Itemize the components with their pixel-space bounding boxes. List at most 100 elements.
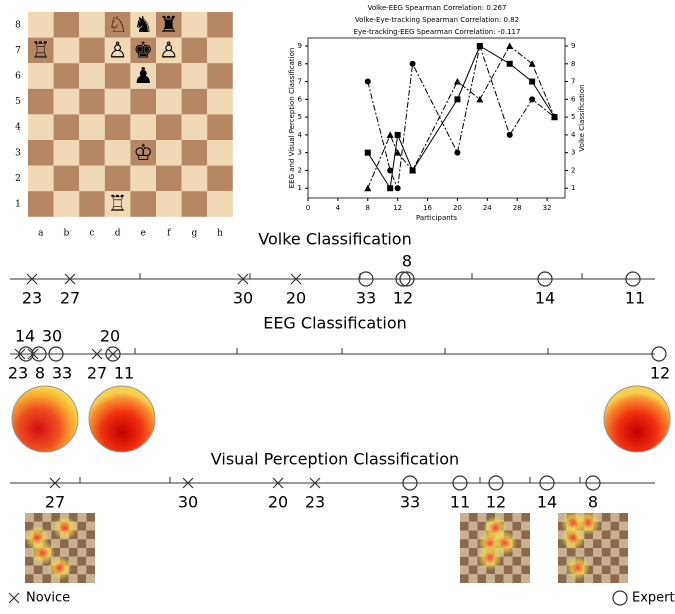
participant-label: 12 [650,364,670,383]
board-square [156,165,182,192]
y-tick-label: 6 [298,95,303,103]
board-square [156,191,182,217]
y-tick-label: 3 [298,149,302,157]
file-label: b [64,229,70,239]
board-square [53,63,80,89]
mini-square [86,548,95,557]
board-square [53,165,80,192]
marker [454,149,461,156]
rank-label: 2 [15,174,21,184]
board-square [28,37,54,64]
participant-marker [625,271,641,287]
mini-square [42,521,52,531]
mini-square [68,513,78,522]
y2-tick-label: 6 [571,95,576,103]
mini-square [593,574,602,583]
board-square [130,165,156,192]
board-square [156,114,182,140]
mini-square [477,513,487,522]
mini-square [512,521,522,531]
x-tick-label: 16 [423,204,432,212]
number-line-title: Visual Perception Classification [211,450,459,469]
mini-square [619,556,628,566]
participant-marker [537,271,553,287]
mini-square [593,565,602,575]
mini-square [601,539,611,548]
topomap [603,385,671,453]
participant-marker [182,477,194,489]
chess-piece: ♖ [108,192,128,217]
x-tick-label: 20 [453,204,462,212]
participant-marker [48,346,64,362]
marker [364,149,371,156]
mini-square [521,539,530,548]
marker [476,43,483,49]
mini-square [460,548,469,557]
mini-square [460,539,469,548]
y-axis-label: EEG and Visual Perception Classification [288,48,296,189]
mini-square [68,548,78,557]
board-square [207,114,233,140]
mini-square [468,574,478,583]
mini-square [468,548,478,557]
marker [453,78,461,85]
file-label: a [38,229,44,239]
board-square [207,37,233,64]
y2-tick-label: 5 [571,113,575,121]
mini-square [601,521,611,531]
mini-square [584,548,593,557]
mini-square [77,513,87,522]
participant-marker [290,273,302,285]
mini-square [51,513,60,522]
participant-marker [237,273,249,285]
mini-square [86,539,95,548]
marker [529,96,536,103]
board-square [207,191,233,217]
participant-marker [452,475,468,491]
mini-square [460,530,469,540]
rank-label: 6 [15,72,21,82]
y-tick-label: 8 [298,60,302,68]
marker [506,60,513,67]
board-square [181,191,208,217]
x-tick-label: 12 [393,204,402,212]
mini-square [77,574,87,583]
mini-square [503,521,513,531]
mini-square [495,565,504,575]
mini-square [512,574,522,583]
mini-square [584,539,593,548]
chess-piece: ♘ [108,13,128,38]
participant-label: 20 [100,327,120,346]
chess-piece: ♙ [159,38,179,63]
mini-square [503,513,513,522]
board-square [104,12,131,38]
mini-square [619,513,628,522]
participant-label: 30 [178,493,198,512]
board-square [207,12,233,38]
participant-marker [91,348,103,360]
marker [528,60,536,67]
topomap [11,385,79,453]
mini-square [503,565,513,575]
mini-square [558,556,567,566]
mini-square [521,548,530,557]
x-tick-label: 32 [543,204,552,212]
participant-marker [49,477,61,489]
mini-square [25,556,34,566]
participant-marker [395,271,411,287]
board-square [79,88,105,115]
board-square [104,88,131,115]
mini-square [610,530,620,540]
mini-square [512,530,522,540]
mini-square [593,530,602,540]
y2-tick-label: 4 [571,131,576,139]
y-tick-label: 1 [298,184,302,192]
mini-square [610,548,620,557]
board-square [207,140,233,166]
mini-square [86,530,95,540]
marker [386,131,394,138]
mini-square [593,539,602,548]
participant-label: 30 [233,289,253,308]
participant-label: 23 [22,289,42,308]
board-square [104,140,131,166]
